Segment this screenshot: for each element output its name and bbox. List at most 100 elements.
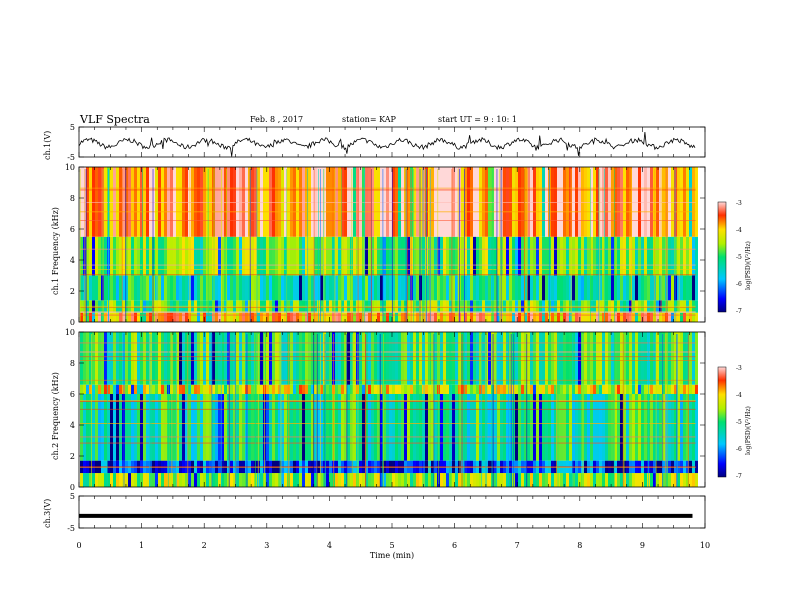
spectrogram-cell xyxy=(326,312,329,322)
spectrogram-cell xyxy=(515,167,518,237)
spectrogram-cell xyxy=(125,394,128,461)
spectrogram-cell xyxy=(131,394,134,461)
spectrogram-cell xyxy=(176,473,179,487)
spectrogram-cell xyxy=(506,236,509,276)
spectrogram-cell xyxy=(269,275,272,301)
spectrogram-cell xyxy=(530,332,533,385)
spectrogram-cell xyxy=(89,167,92,237)
spectrogram-cell xyxy=(617,394,620,461)
spectrogram-cell xyxy=(680,275,683,301)
spectrogram-cell xyxy=(608,332,611,385)
spectrogram-cell xyxy=(416,167,419,237)
spectrogram-cell xyxy=(383,167,386,237)
spectrogram-cell xyxy=(623,332,626,385)
spectrogram-cell xyxy=(428,332,431,385)
spectrogram-cell xyxy=(152,167,155,237)
spectrogram-cell xyxy=(380,275,383,301)
spectrogram-cell xyxy=(494,275,497,301)
spectrogram-cell xyxy=(344,167,347,237)
spectrogram-cell xyxy=(236,312,239,322)
spectrogram-cell xyxy=(278,394,281,461)
spectrogram-cell xyxy=(566,394,569,461)
spectrogram-cell xyxy=(584,275,587,301)
spectrogram-cell xyxy=(299,332,302,385)
ch1-cb-tick: -5 xyxy=(736,254,742,261)
spectrogram-cell xyxy=(404,312,407,322)
spectrogram-cell xyxy=(662,332,665,385)
spectrogram-cell xyxy=(446,384,449,394)
spectrogram-cell xyxy=(275,332,278,385)
spectrogram-cell xyxy=(320,236,323,276)
spectrogram-cell xyxy=(290,394,293,461)
spectrogram-cell xyxy=(488,236,491,276)
spectrogram-cell xyxy=(302,473,305,487)
spectrogram-cell xyxy=(686,332,689,385)
spectrogram-cell xyxy=(401,384,404,394)
spectrogram-cell xyxy=(389,394,392,461)
spectrogram-cell xyxy=(590,275,593,301)
y-tick-label: 6 xyxy=(70,390,75,399)
spectrogram-cell xyxy=(644,275,647,301)
spectrogram-cell xyxy=(86,312,89,322)
spectrogram-cell xyxy=(668,384,671,394)
spectrogram-cell xyxy=(479,312,482,322)
spectrogram-cell xyxy=(89,394,92,461)
spectrogram-cell xyxy=(170,167,173,237)
spectrogram-cell xyxy=(371,332,374,385)
spectrogram-cell xyxy=(278,275,281,301)
ch1-waveform-ylabel: ch.1(V) xyxy=(43,131,52,160)
spectrogram-cell xyxy=(170,473,173,487)
spectrogram-cell xyxy=(440,275,443,301)
spectrogram-cell xyxy=(341,332,344,385)
spectrogram-cell xyxy=(662,312,665,322)
spectrogram-cell xyxy=(419,167,422,237)
spectrogram-cell xyxy=(179,332,182,385)
spectrogram-cell xyxy=(371,167,374,237)
spectrogram-cell xyxy=(488,332,491,385)
spectrogram-cell xyxy=(602,394,605,461)
spectrogram-cell xyxy=(674,167,677,237)
spectrogram-cell xyxy=(122,332,125,385)
spectrogram-cell xyxy=(275,473,278,487)
spectrogram-cell xyxy=(545,332,548,385)
spectrogram-cell xyxy=(671,275,674,301)
spectrogram-cell xyxy=(362,473,365,487)
spectrogram-cell xyxy=(527,473,530,487)
spectrogram-cell xyxy=(626,167,629,237)
spectrogram-cell xyxy=(416,312,419,322)
spectrogram-cell xyxy=(269,332,272,385)
spectrogram-cell xyxy=(527,275,530,301)
spectrogram-cell xyxy=(398,332,401,385)
y-tick-label: 2 xyxy=(70,452,75,461)
spectrogram-cell xyxy=(164,167,167,237)
spectrogram-cell xyxy=(419,275,422,301)
spectrogram-cell xyxy=(221,473,224,487)
spectrogram-cell xyxy=(515,384,518,394)
spectrogram-cell xyxy=(296,394,299,461)
spectrogram-cell xyxy=(185,167,188,237)
spectrogram-cell xyxy=(137,384,140,394)
spectrogram-cell xyxy=(410,473,413,487)
spectrogram-cell xyxy=(464,384,467,394)
spectrogram-cell xyxy=(266,384,269,394)
spectrogram-cell xyxy=(551,236,554,276)
spectrogram-cell xyxy=(92,473,95,487)
spectrogram-cell xyxy=(563,384,566,394)
spectrogram-cell xyxy=(572,275,575,301)
spectrogram-cell xyxy=(563,275,566,301)
spectrogram-cell xyxy=(461,236,464,276)
spectrogram-cell xyxy=(620,332,623,385)
spectrogram-cell xyxy=(398,384,401,394)
spectrogram-cell xyxy=(248,473,251,487)
spectrogram-cell xyxy=(593,394,596,461)
spectrogram-cell xyxy=(599,236,602,276)
spectrogram-cell xyxy=(467,473,470,487)
ch2-cb-tick: -7 xyxy=(736,473,742,480)
spectrogram-cell xyxy=(146,473,149,487)
spectrogram-cell xyxy=(89,236,92,276)
spectrogram-cell xyxy=(209,312,212,322)
spectrogram-cell xyxy=(605,312,608,322)
spectrogram-cell xyxy=(524,332,527,385)
